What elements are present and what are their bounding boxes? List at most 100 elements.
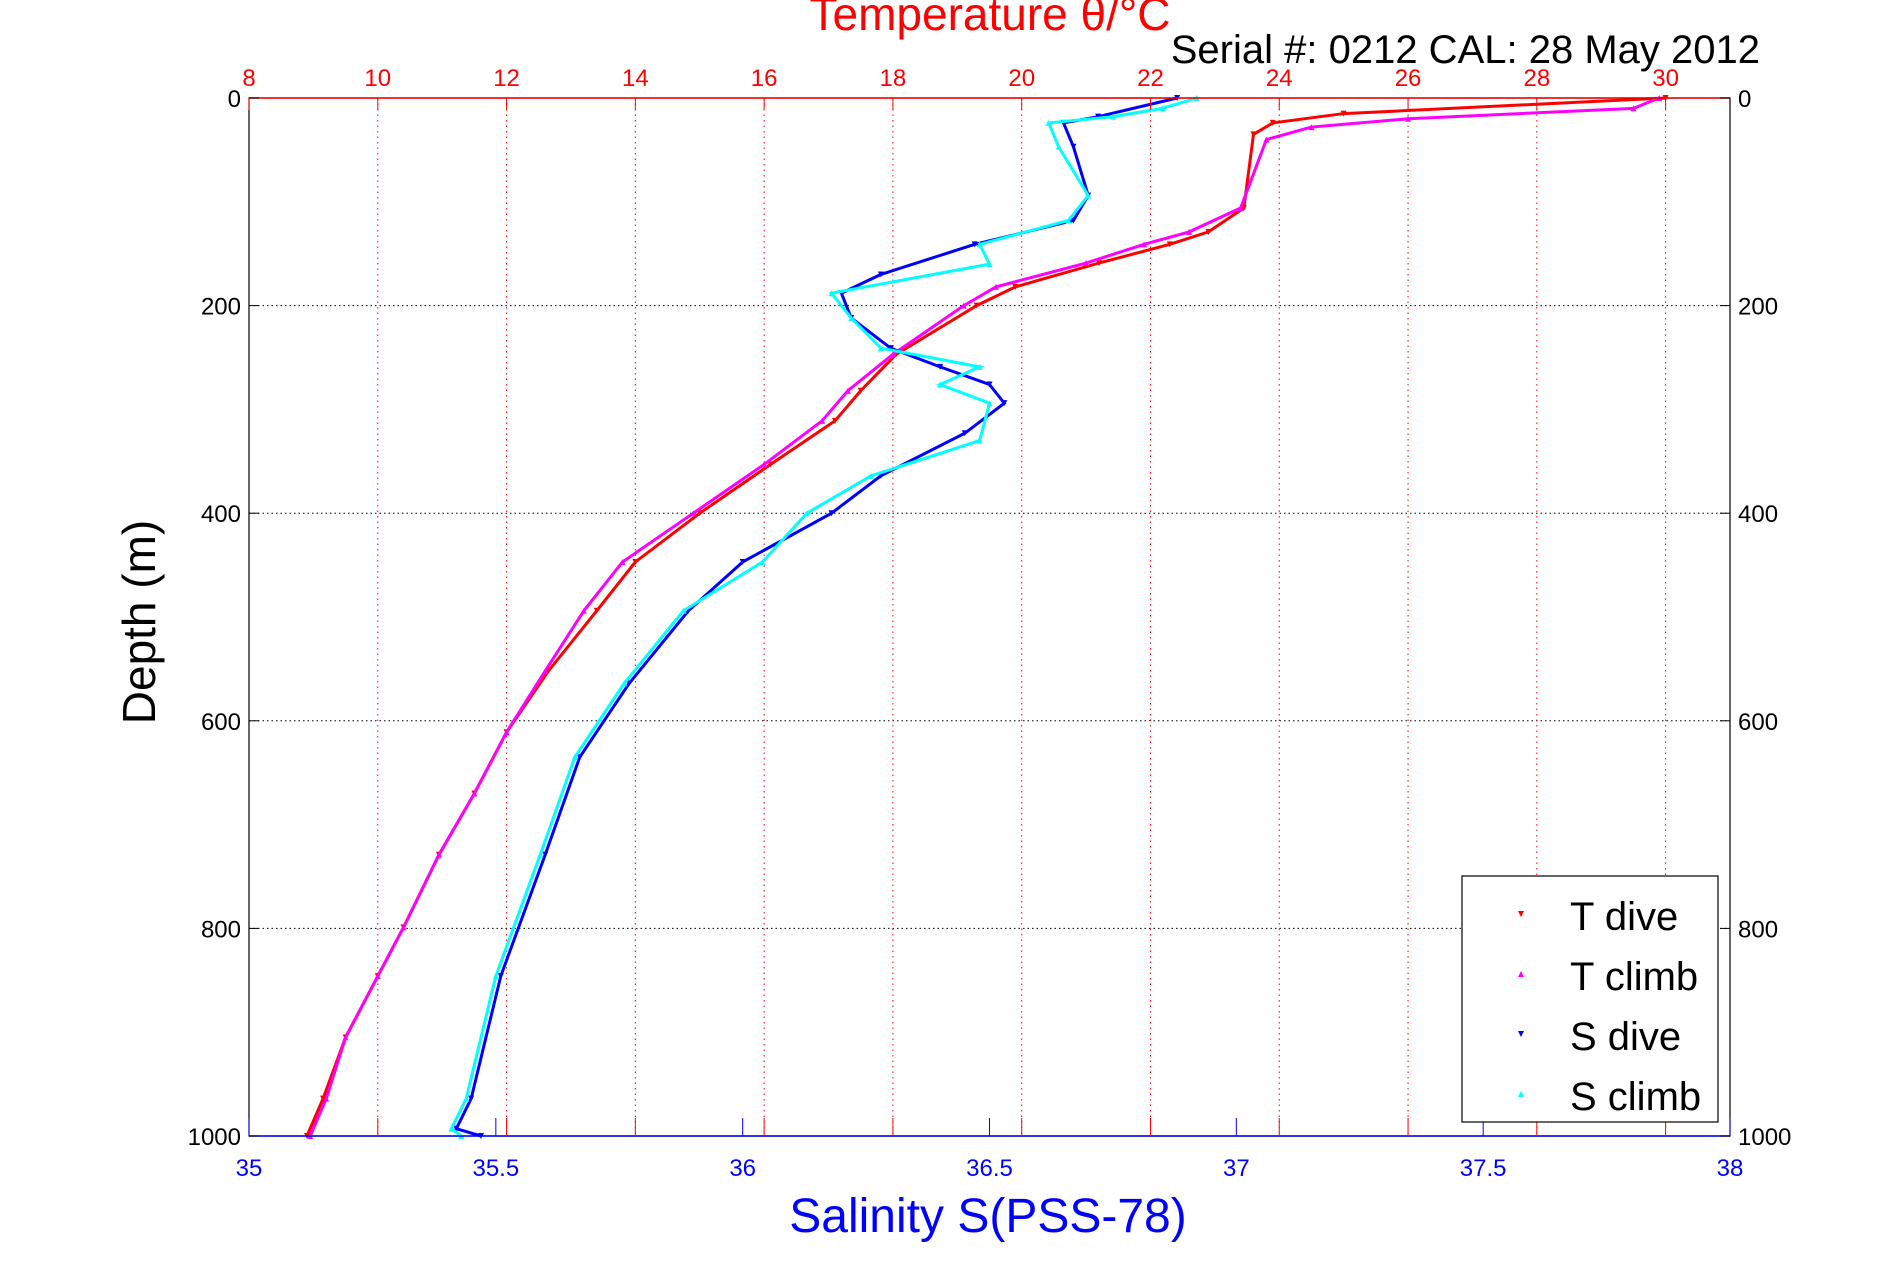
data-point bbox=[1095, 260, 1102, 267]
data-point bbox=[680, 607, 687, 614]
series-t-climb bbox=[307, 95, 1663, 1139]
data-point bbox=[1109, 113, 1116, 120]
data-point bbox=[542, 851, 549, 858]
depth-tick-label-right: 0 bbox=[1738, 86, 1751, 113]
temp-tick-label: 16 bbox=[751, 65, 778, 92]
data-point bbox=[463, 1095, 470, 1102]
data-point bbox=[1012, 283, 1019, 290]
sal-tick-label: 37 bbox=[1223, 1155, 1250, 1182]
temp-tick-label: 14 bbox=[622, 65, 649, 92]
temp-tick-label: 26 bbox=[1395, 65, 1422, 92]
depth-tick-label-left: 1000 bbox=[188, 1124, 241, 1151]
sal-tick-label: 36.5 bbox=[966, 1155, 1013, 1182]
sal-tick-label: 35 bbox=[236, 1155, 263, 1182]
depth-tick-label-left: 400 bbox=[201, 501, 241, 528]
data-point bbox=[877, 271, 884, 278]
series-layer bbox=[303, 95, 1669, 1139]
temp-tick-label: 8 bbox=[242, 65, 255, 92]
sal-tick-label: 37.5 bbox=[1460, 1155, 1507, 1182]
data-point bbox=[1055, 143, 1062, 150]
depth-tick-label-right: 200 bbox=[1738, 294, 1778, 321]
data-point bbox=[1166, 241, 1173, 248]
data-point bbox=[468, 1095, 475, 1102]
data-point bbox=[973, 302, 980, 309]
data-point bbox=[1250, 131, 1257, 138]
data-point bbox=[1083, 260, 1090, 267]
data-point bbox=[400, 924, 407, 931]
data-point bbox=[471, 790, 478, 797]
temp-tick-label: 20 bbox=[1008, 65, 1035, 92]
data-point bbox=[580, 607, 587, 614]
y-axis-label: Depth (m) bbox=[113, 520, 165, 724]
data-point bbox=[986, 261, 993, 268]
data-point bbox=[542, 667, 549, 674]
temp-tick-label: 28 bbox=[1523, 65, 1550, 92]
data-point bbox=[759, 558, 766, 565]
data-point bbox=[828, 510, 835, 517]
legend-marker bbox=[1518, 911, 1524, 917]
depth-tick-label-right: 600 bbox=[1738, 709, 1778, 736]
data-point bbox=[828, 290, 835, 297]
data-point bbox=[1205, 228, 1212, 235]
data-point bbox=[767, 461, 774, 468]
data-point bbox=[887, 345, 894, 352]
series-line bbox=[454, 96, 1178, 1138]
data-point bbox=[320, 1095, 327, 1102]
data-point bbox=[844, 387, 851, 394]
data-point bbox=[857, 387, 864, 394]
temp-tick-label: 30 bbox=[1652, 65, 1679, 92]
legend-label: S climb bbox=[1570, 1075, 1701, 1119]
chart-title: Temperature θ/°C bbox=[810, 0, 1171, 40]
legend: T dive T climb S dive S climb bbox=[1461, 875, 1719, 1123]
sal-tick-label: 35.5 bbox=[472, 1155, 519, 1182]
temp-tick-label: 24 bbox=[1266, 65, 1293, 92]
data-point bbox=[761, 461, 768, 468]
data-point bbox=[1141, 241, 1148, 248]
legend-marker bbox=[1518, 971, 1524, 977]
depth-tick-label-left: 0 bbox=[228, 86, 241, 113]
data-point bbox=[1070, 217, 1077, 224]
data-point bbox=[739, 558, 746, 565]
x-axis-label: Salinity S(PSS-78) bbox=[789, 1190, 1186, 1243]
legend-item: S dive bbox=[1518, 1015, 1681, 1059]
data-point bbox=[986, 381, 993, 388]
data-point bbox=[453, 1125, 460, 1132]
data-point bbox=[374, 973, 381, 980]
data-point bbox=[986, 400, 993, 407]
data-point bbox=[1001, 400, 1008, 407]
data-point bbox=[1340, 110, 1347, 117]
legend-item: S climb bbox=[1518, 1075, 1701, 1119]
data-point bbox=[593, 607, 600, 614]
data-point bbox=[961, 430, 968, 437]
legend-marker bbox=[1518, 1091, 1524, 1097]
data-point bbox=[1159, 105, 1166, 112]
data-point bbox=[819, 417, 826, 424]
data-point bbox=[976, 241, 983, 248]
axes: 0 0 200 200 400 400 600 600 800 800 1000 1000 8 10 12 1… bbox=[188, 65, 1792, 1182]
data-point bbox=[960, 302, 967, 309]
legend-label: T dive bbox=[1570, 895, 1678, 939]
legend-item: T climb bbox=[1518, 955, 1698, 999]
data-point bbox=[435, 851, 442, 858]
data-point bbox=[1405, 115, 1412, 122]
data-point bbox=[537, 851, 544, 858]
sal-tick-label: 38 bbox=[1717, 1155, 1744, 1182]
depth-tick-label-right: 400 bbox=[1738, 501, 1778, 528]
data-point bbox=[1630, 105, 1637, 112]
data-point bbox=[971, 241, 978, 248]
data-point bbox=[868, 472, 875, 479]
data-point bbox=[619, 558, 626, 565]
data-point bbox=[503, 729, 510, 736]
temp-tick-label: 22 bbox=[1137, 65, 1164, 92]
data-point bbox=[1237, 205, 1244, 212]
data-point bbox=[690, 510, 697, 517]
data-point bbox=[877, 345, 884, 352]
sal-tick-label: 36 bbox=[729, 1155, 756, 1182]
data-point bbox=[1065, 217, 1072, 224]
data-point bbox=[1269, 119, 1276, 126]
data-point bbox=[1308, 124, 1315, 131]
data-point bbox=[497, 973, 504, 980]
temp-tick-label: 18 bbox=[880, 65, 907, 92]
depth-tick-label-left: 800 bbox=[201, 916, 241, 943]
